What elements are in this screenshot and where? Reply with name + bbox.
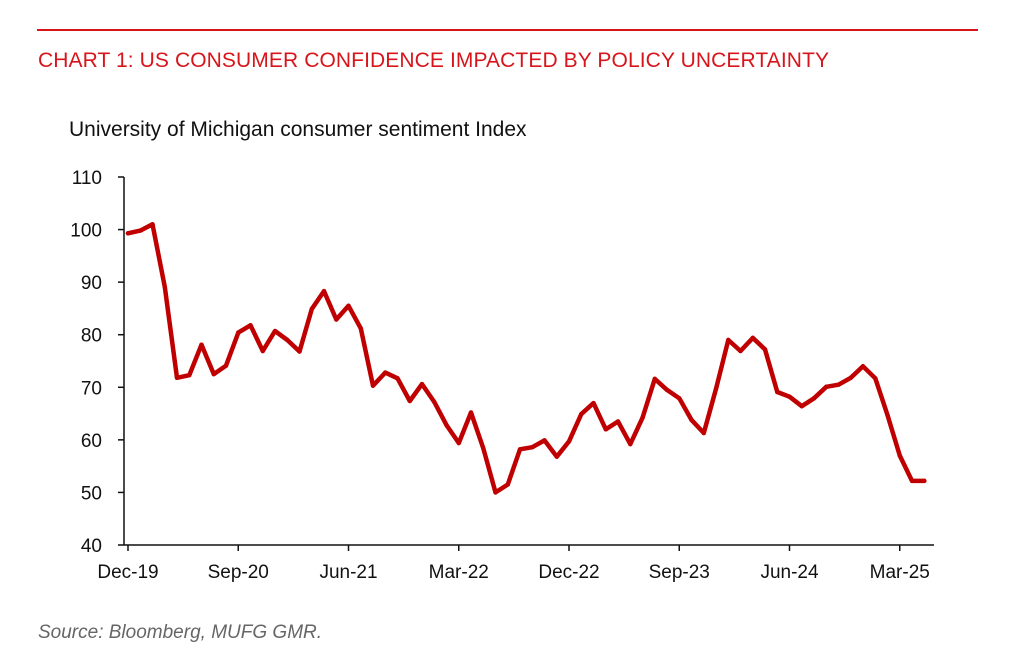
chart-subtitle: University of Michigan consumer sentimen…	[69, 118, 527, 141]
data-point	[187, 372, 192, 378]
data-point	[750, 335, 755, 341]
data-point	[493, 490, 498, 495]
data-point	[787, 394, 792, 399]
data-point	[775, 389, 780, 395]
x-tick-label: Dec-19	[97, 562, 158, 583]
data-point	[530, 445, 535, 450]
data-point	[554, 454, 559, 459]
title-rule	[37, 29, 978, 31]
data-point	[824, 384, 829, 389]
data-point	[628, 441, 633, 447]
data-point	[848, 375, 853, 381]
data-point	[444, 422, 449, 428]
data-point	[836, 382, 841, 387]
data-point	[199, 342, 204, 347]
data-point	[799, 404, 804, 409]
data-point	[456, 440, 461, 446]
data-point	[419, 381, 425, 387]
line-chart: 40 50 60 70 80 90 100 110 Dec-19 Sep-20 Jun-21 Mar…	[70, 168, 934, 583]
data-point	[713, 386, 719, 392]
data-point	[321, 288, 327, 294]
series-line-sentiment	[125, 222, 927, 495]
data-point	[432, 399, 437, 405]
data-point	[738, 348, 743, 354]
y-tick-label: 90	[81, 273, 102, 294]
data-point	[811, 396, 817, 401]
data-point	[383, 370, 388, 375]
y-tick-label: 40	[81, 536, 102, 557]
data-point	[615, 419, 621, 424]
y-tick-label: 100	[70, 221, 102, 242]
y-tick-label: 110	[72, 168, 102, 189]
y-ticks: 40 50 60 70 80 90 100 110	[70, 168, 124, 557]
x-tick-label: Mar-22	[429, 562, 489, 583]
data-point	[468, 410, 474, 415]
data-point	[579, 411, 584, 417]
data-point	[272, 328, 278, 334]
x-tick-label: Sep-23	[649, 562, 710, 583]
data-point	[885, 412, 890, 418]
data-point	[285, 337, 290, 343]
data-point	[909, 478, 915, 484]
data-point	[566, 439, 572, 444]
data-point	[309, 306, 314, 312]
data-point	[860, 364, 866, 369]
data-point	[138, 228, 143, 233]
data-point	[395, 376, 400, 381]
data-point	[125, 231, 131, 236]
data-point	[174, 375, 180, 381]
x-ticks: Dec-19 Sep-20 Jun-21 Mar-22 Dec-22 Sep-23 Jun-…	[97, 545, 930, 583]
data-point	[162, 284, 167, 290]
data-point	[517, 447, 523, 452]
x-tick-label: Sep-20	[208, 562, 269, 583]
data-point	[236, 330, 241, 335]
y-tick-label: 50	[81, 483, 102, 504]
data-point	[591, 400, 596, 406]
data-point	[505, 482, 510, 487]
series-layer	[125, 222, 927, 495]
data-point	[248, 323, 253, 328]
data-point	[873, 376, 878, 381]
data-point	[652, 376, 657, 382]
data-point	[407, 398, 412, 404]
x-tick-label: Jun-24	[760, 562, 819, 583]
data-point	[542, 438, 547, 443]
y-tick-label: 70	[81, 378, 102, 399]
data-point	[726, 337, 731, 343]
data-point	[897, 453, 902, 458]
data-point	[689, 417, 694, 423]
source-note: Source: Bloomberg, MUFG GMR.	[38, 622, 323, 643]
x-tick-label: Jun-21	[319, 562, 377, 583]
data-point	[346, 303, 351, 308]
data-point	[260, 348, 265, 354]
data-point	[603, 427, 608, 432]
data-point	[762, 347, 768, 352]
data-point	[701, 430, 706, 436]
data-point	[211, 371, 216, 377]
data-point	[677, 396, 682, 401]
data-point	[150, 222, 155, 227]
data-point	[358, 326, 363, 331]
data-point	[664, 387, 670, 393]
data-point	[640, 415, 645, 420]
x-tick-label: Dec-22	[538, 562, 599, 583]
data-point	[334, 317, 339, 322]
data-point	[370, 383, 376, 388]
y-tick-label: 60	[81, 431, 102, 452]
data-point	[223, 363, 229, 368]
axes	[123, 177, 934, 546]
data-point	[481, 446, 486, 451]
chart-title: CHART 1: US CONSUMER CONFIDENCE IMPACTED…	[38, 49, 830, 72]
data-point	[922, 478, 927, 484]
data-point	[297, 349, 302, 354]
y-tick-label: 80	[81, 326, 102, 347]
x-tick-label: Mar-25	[870, 562, 930, 583]
